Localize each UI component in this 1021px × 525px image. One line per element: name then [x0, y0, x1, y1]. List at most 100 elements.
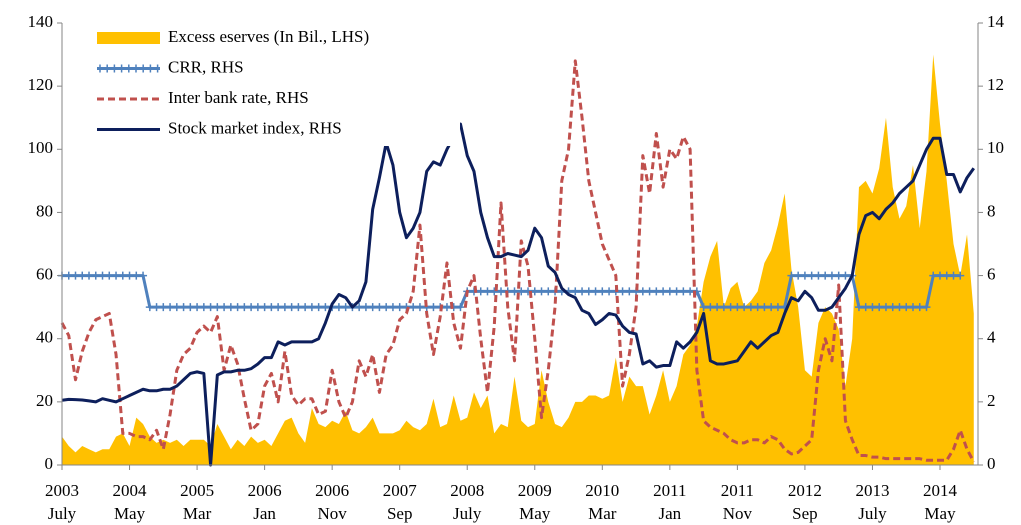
marker [233, 303, 242, 312]
x-tick-label: 2011 Jan [653, 481, 686, 523]
marker [908, 303, 917, 312]
marker [409, 303, 418, 312]
marker [159, 303, 168, 312]
marker [240, 303, 249, 312]
x-tick-label: 2008 July [450, 481, 484, 523]
y-tick-label: 140 [28, 12, 54, 31]
marker [64, 271, 73, 280]
marker [652, 287, 661, 296]
marker [85, 271, 94, 280]
marker [719, 303, 728, 312]
marker [800, 271, 809, 280]
marker [166, 303, 175, 312]
y2-tick-label: 8 [987, 201, 996, 220]
marker [260, 303, 269, 312]
marker [706, 303, 715, 312]
marker [645, 287, 654, 296]
marker [537, 287, 546, 296]
marker [713, 303, 722, 312]
marker [118, 271, 127, 280]
marker [510, 287, 519, 296]
line [60, 59, 976, 463]
marker [307, 303, 316, 312]
marker [881, 303, 890, 312]
marker [361, 303, 370, 312]
marker [672, 287, 681, 296]
marker [98, 271, 107, 280]
marker [280, 303, 289, 312]
y2-tick-label: 12 [987, 75, 1004, 94]
marker [355, 303, 364, 312]
marker [388, 303, 397, 312]
y-tick-label: 60 [36, 264, 53, 283]
marker [571, 287, 580, 296]
line [61, 122, 975, 467]
marker [868, 303, 877, 312]
y-tick-label: 120 [28, 75, 54, 94]
x-tick-label: 2011 Nov [721, 481, 754, 523]
marker [517, 287, 526, 296]
marker [274, 303, 283, 312]
marker [638, 287, 647, 296]
marker [665, 287, 674, 296]
marker [888, 303, 897, 312]
marker [139, 271, 148, 280]
marker [429, 303, 438, 312]
x-tick-label: 2013 July [855, 481, 889, 523]
marker [287, 303, 296, 312]
marker [591, 287, 600, 296]
marker [530, 287, 539, 296]
marker [929, 271, 938, 280]
y-tick-label: 80 [36, 201, 53, 220]
marker [746, 303, 755, 312]
marker [841, 271, 850, 280]
marker [152, 303, 161, 312]
legend: Excess eserves (In Bil., LHS) CRR, RHS Int… [90, 24, 460, 146]
marker [186, 303, 195, 312]
x-tick-label: 2005 Mar [180, 481, 214, 523]
marker [618, 287, 627, 296]
x-tick-label: 2007 Sep [383, 481, 418, 523]
marker [726, 303, 735, 312]
marker [442, 303, 451, 312]
x-tick-label: 2006 Nov [315, 481, 349, 523]
legend-label: CRR, RHS [168, 57, 244, 76]
marker [915, 303, 924, 312]
marker [922, 303, 931, 312]
marker [105, 271, 114, 280]
marker [807, 271, 816, 280]
marker [199, 303, 208, 312]
marker [942, 271, 951, 280]
marker [395, 303, 404, 312]
y-tick-label: 40 [36, 328, 53, 347]
marker [71, 271, 80, 280]
marker [490, 287, 499, 296]
marker [382, 303, 391, 312]
marker [753, 303, 762, 312]
marker [787, 271, 796, 280]
marker [193, 303, 202, 312]
x-tick-label: 2003 July [45, 481, 79, 523]
marker [483, 287, 492, 296]
x-tick-label: 2006 Jan [248, 481, 282, 523]
marker [368, 303, 377, 312]
marker [740, 303, 749, 312]
marker [699, 303, 708, 312]
marker [132, 271, 141, 280]
marker [375, 303, 384, 312]
marker [213, 303, 222, 312]
marker [827, 271, 836, 280]
marker [598, 287, 607, 296]
marker [956, 271, 965, 280]
marker [91, 271, 100, 280]
marker [334, 303, 343, 312]
marker [341, 303, 350, 312]
marker [605, 287, 614, 296]
legend-label: Excess eserves (In Bil., LHS) [168, 27, 369, 46]
marker [821, 271, 830, 280]
marker [760, 303, 769, 312]
marker [179, 303, 188, 312]
legend-box [90, 24, 460, 146]
marker [226, 303, 235, 312]
marker [773, 303, 782, 312]
